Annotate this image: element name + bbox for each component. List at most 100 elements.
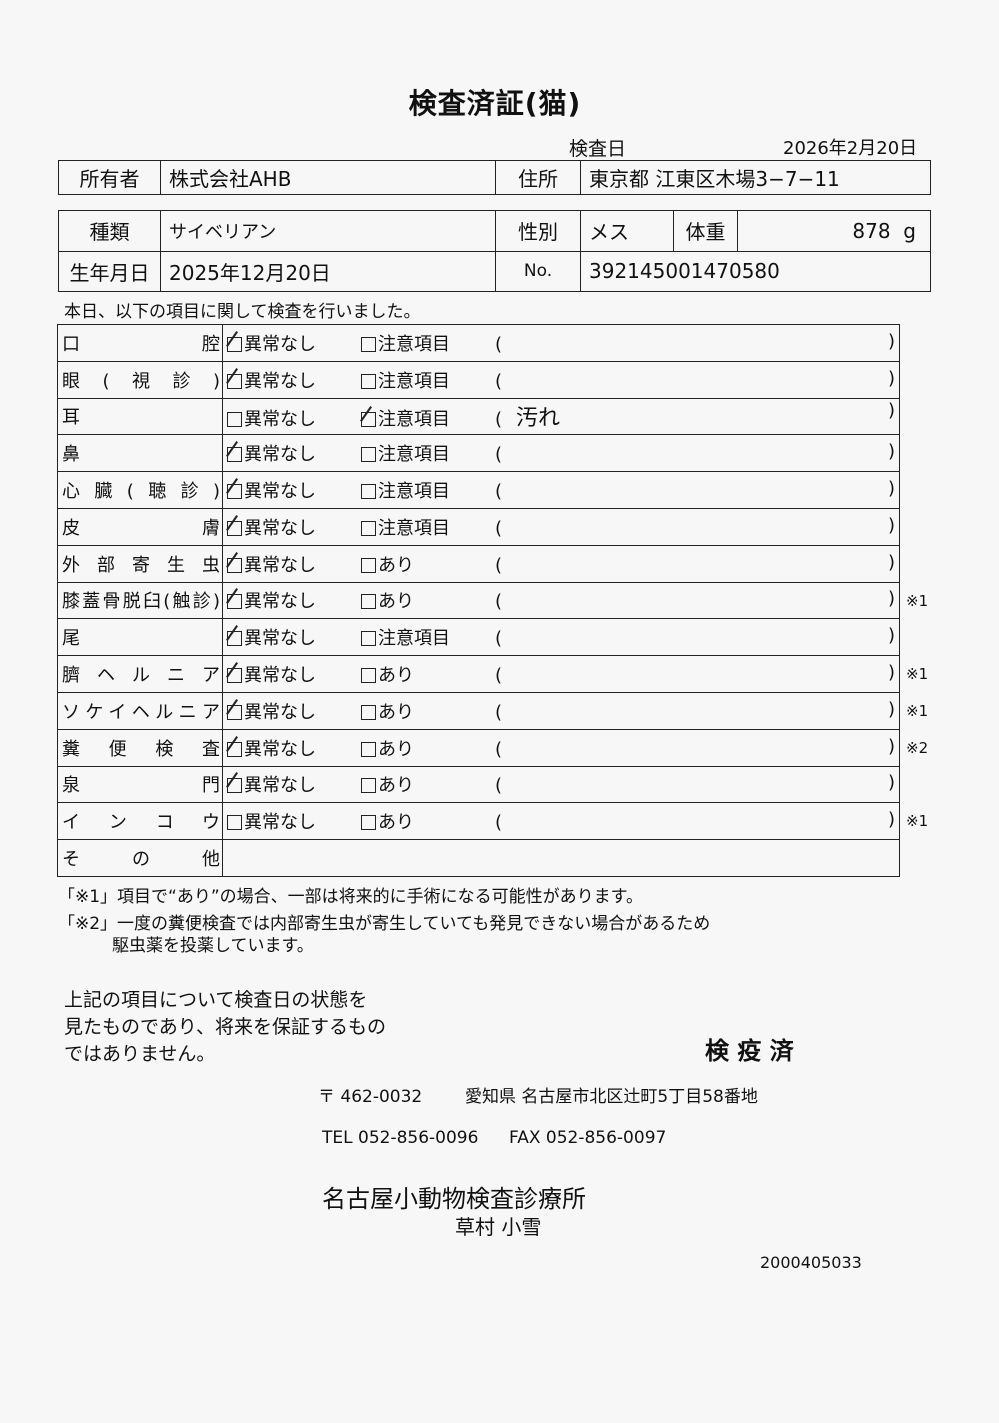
other-value (222, 839, 900, 877)
checkbox-normal[interactable] (227, 484, 242, 500)
item-name: ソケイヘルニア (57, 691, 223, 730)
footnote-2: 「※2」一度の糞便検査では内部寄生虫が寄生していても発見できない場合があるため (58, 914, 711, 934)
weight-label: 体重 (673, 210, 738, 252)
normal-label: 異常なし (244, 591, 316, 613)
weight-number: 878 (852, 218, 891, 243)
item-result: 異常なし 注意項目() (222, 324, 900, 362)
checkbox-attention[interactable] (361, 520, 376, 536)
item-result: 異常なし 注意項目() (222, 434, 900, 473)
item-result: 異常なし あり() (222, 802, 900, 841)
checkup-row: 臍ヘルニア 異常なし あり() (57, 655, 900, 693)
attention-label: あり (378, 554, 414, 576)
checkbox-attention[interactable] (361, 741, 376, 757)
normal-label: 異常なし (244, 665, 316, 687)
checkbox-normal[interactable] (227, 704, 242, 720)
checkbox-normal[interactable] (227, 447, 242, 463)
checkup-row: 外部寄生虫 異常なし あり() (57, 544, 900, 583)
checkup-row: 膝蓋骨脱臼(触診) 異常なし あり() (57, 581, 900, 620)
item-result: 異常なし 注意項目() (222, 507, 900, 546)
weight-unit: g (903, 218, 916, 243)
attention-label: あり (378, 665, 414, 687)
sex-label: 性別 (495, 210, 581, 252)
item-name: 鼻 (57, 434, 223, 473)
checkbox-attention[interactable] (361, 336, 376, 352)
checkbox-normal[interactable] (227, 336, 242, 352)
checkup-row: 口腔 異常なし 注意項目() (57, 324, 900, 362)
checkbox-attention[interactable] (361, 412, 376, 428)
birth-value: 2025年12月20日 (160, 250, 496, 292)
normal-label: 異常なし (244, 370, 316, 392)
checkbox-attention[interactable] (361, 778, 376, 794)
checkbox-normal[interactable] (227, 520, 242, 536)
checkbox-attention[interactable] (361, 447, 376, 463)
footnote-1: 「※1」項目で“あり”の場合、一部は将来的に手術になる可能性があります。 (58, 887, 643, 907)
item-name: 眼(視診) (57, 360, 223, 399)
clinic-tel: TEL 052-856-0096 (322, 1128, 479, 1148)
checkbox-normal[interactable] (227, 778, 242, 794)
normal-label: 異常なし (244, 701, 316, 723)
checkup-row: ソケイヘルニア 異常なし あり() (57, 691, 900, 730)
checkbox-attention[interactable] (361, 557, 376, 573)
sex-value: メス (580, 210, 674, 252)
item-name: 口腔 (57, 324, 223, 362)
checkup-row: 皮膚 異常なし 注意項目() (57, 507, 900, 546)
disclaimer-line: 上記の項目について検査日の状態を (64, 989, 368, 1011)
checkbox-normal[interactable] (227, 373, 242, 389)
normal-label: 異常なし (244, 775, 316, 797)
checkbox-normal[interactable] (227, 815, 242, 831)
address-value: 東京都 江東区木場3−7−11 (580, 160, 931, 195)
item-result: 異常なし あり() (222, 728, 900, 767)
attention-label: あり (378, 591, 414, 613)
postal-code: 〒 462-0032 (318, 1087, 423, 1107)
item-result: 異常なし あり() (222, 581, 900, 620)
checkup-table: 口腔 異常なし 注意項目() 眼(視診) 異常なし 注意項目() 耳 異常なし 注意項目(… (57, 324, 900, 877)
footnote-mark: ※1 (906, 812, 929, 831)
attention-label: 注意項目 (378, 444, 450, 466)
normal-label: 異常なし (244, 628, 316, 650)
checkup-row: インコウ 異常なし あり() (57, 802, 900, 841)
normal-label: 異常なし (244, 409, 316, 431)
checkbox-normal[interactable] (227, 594, 242, 610)
item-result: 異常なし 注意項目() (222, 618, 900, 657)
attention-label: 注意項目 (378, 370, 450, 392)
item-name: 臍ヘルニア (57, 655, 223, 693)
checkup-row: 鼻 異常なし 注意項目() (57, 434, 900, 473)
attention-label: 注意項目 (378, 333, 450, 355)
no-value: 392145001470580 (580, 250, 931, 292)
no-label: No. (495, 250, 581, 292)
checkbox-attention[interactable] (361, 373, 376, 389)
item-name: インコウ (57, 802, 223, 841)
normal-label: 異常なし (244, 554, 316, 576)
attention-label: 注意項目 (378, 481, 450, 503)
item-name: 心臓(聴診) (57, 471, 223, 509)
checkbox-attention[interactable] (361, 815, 376, 831)
item-result: 異常なし あり() (222, 691, 900, 730)
address-label: 住所 (495, 160, 581, 195)
checkbox-normal[interactable] (227, 412, 242, 428)
checkup-row: 眼(視診) 異常なし 注意項目() (57, 360, 900, 399)
attention-label: あり (378, 812, 414, 834)
checkbox-normal[interactable] (227, 631, 242, 647)
document-code: 2000405033 (760, 1253, 862, 1272)
checkbox-attention[interactable] (361, 484, 376, 500)
normal-label: 異常なし (244, 444, 316, 466)
checkbox-normal[interactable] (227, 741, 242, 757)
clinic-name: 名古屋小動物検査診療所 (322, 1185, 586, 1213)
checkbox-attention[interactable] (361, 631, 376, 647)
item-result: 異常なし 注意項目(汚れ) (222, 397, 900, 436)
checkbox-attention[interactable] (361, 668, 376, 684)
checkup-row: 耳 異常なし 注意項目(汚れ) (57, 397, 900, 436)
checkbox-normal[interactable] (227, 557, 242, 573)
footnote-mark: ※1 (906, 702, 929, 720)
checkbox-normal[interactable] (227, 668, 242, 684)
quarantine-stamp: 検 疫 済 (705, 1037, 794, 1065)
normal-label: 異常なし (244, 517, 316, 539)
disclaimer: 上記の項目について検査日の状態を 見たものであり、将来を保証するもの ではありま… (64, 987, 386, 1068)
checkbox-attention[interactable] (361, 594, 376, 610)
owner-value: 株式会社AHB (160, 160, 496, 195)
attention-label: あり (378, 738, 414, 760)
item-result: 異常なし 注意項目() (222, 360, 900, 399)
normal-label: 異常なし (244, 333, 316, 355)
checkbox-attention[interactable] (361, 704, 376, 720)
footnote-mark: ※2 (906, 738, 929, 757)
